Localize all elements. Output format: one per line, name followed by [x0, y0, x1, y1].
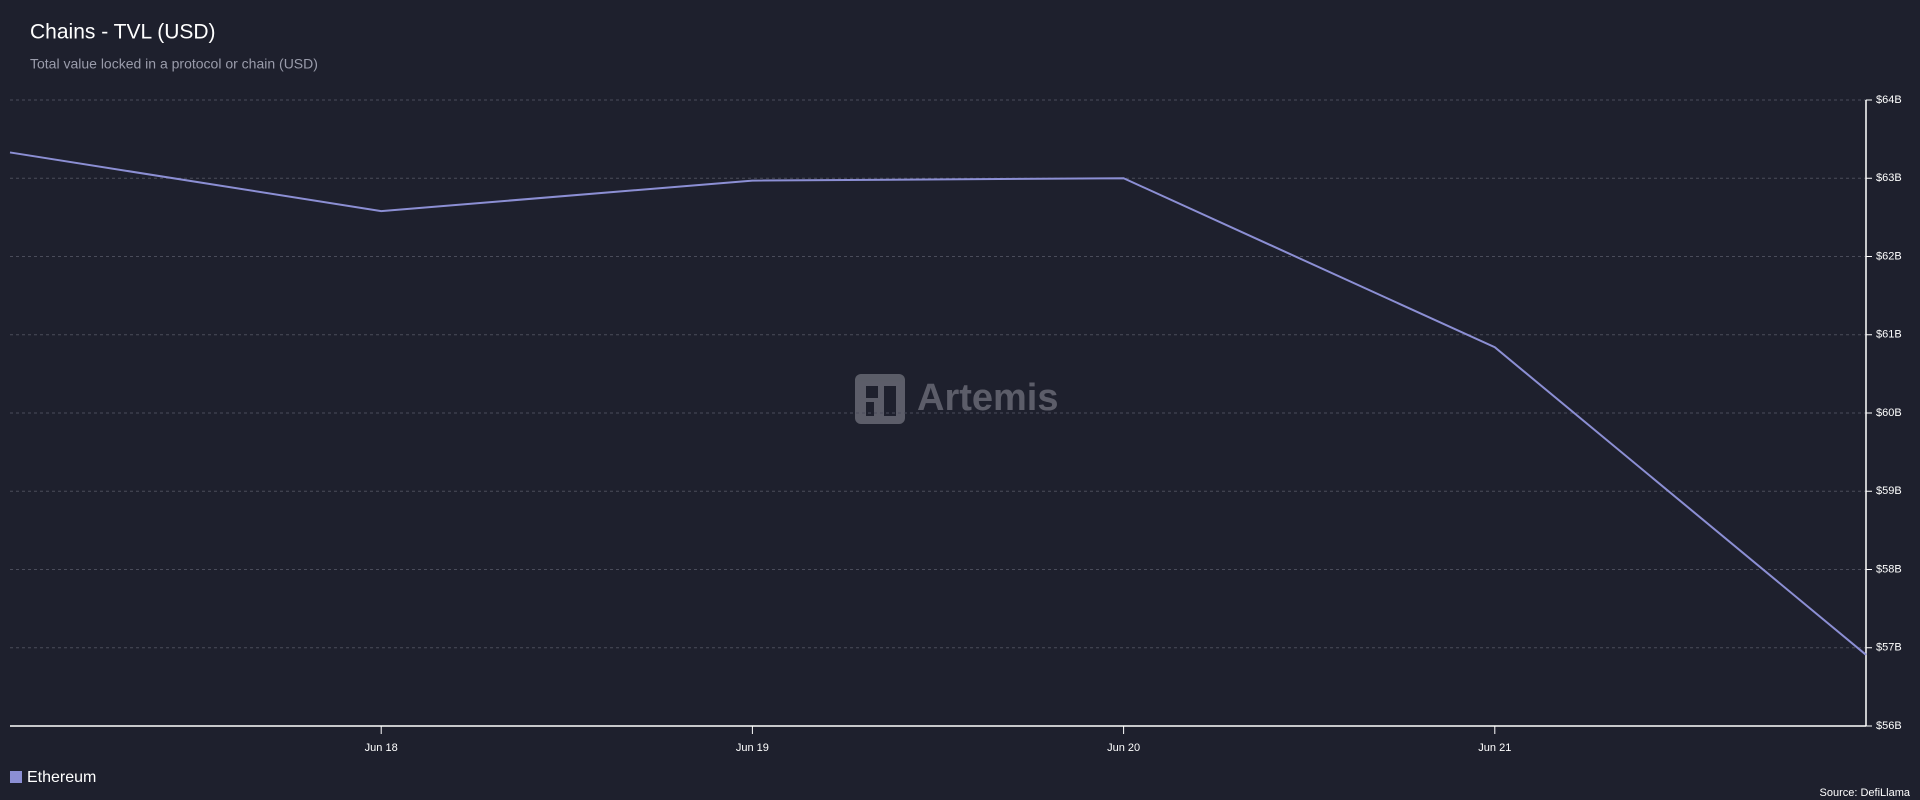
- y-tick-label: $58B: [1876, 563, 1902, 575]
- source: Source: DefiLlama: [1820, 787, 1911, 799]
- x-tick-label: Jun 18: [365, 742, 398, 754]
- y-tick-label: $64B: [1876, 94, 1902, 106]
- legend-swatch: [10, 771, 22, 783]
- y-tick-label: $57B: [1876, 642, 1902, 654]
- x-tick-label: Jun 19: [736, 742, 769, 754]
- legend-label: Ethereum: [27, 769, 96, 786]
- chart-title: Chains - TVL (USD): [30, 21, 216, 44]
- y-tick-label: $56B: [1876, 720, 1902, 732]
- watermark: Artemis: [917, 377, 1059, 419]
- y-tick-label: $61B: [1876, 329, 1902, 341]
- series-line: [9, 151, 1867, 656]
- chart-subtitle: Total value locked in a protocol or chai…: [30, 56, 318, 72]
- y-tick-label: $60B: [1876, 407, 1902, 419]
- y-tick-label: $63B: [1876, 172, 1902, 184]
- x-tick-label: Jun 21: [1478, 742, 1511, 754]
- y-tick-label: $59B: [1876, 485, 1902, 497]
- y-tick-label: $62B: [1876, 250, 1902, 262]
- x-tick-label: Jun 20: [1107, 742, 1140, 754]
- watermark-logo: [855, 374, 905, 424]
